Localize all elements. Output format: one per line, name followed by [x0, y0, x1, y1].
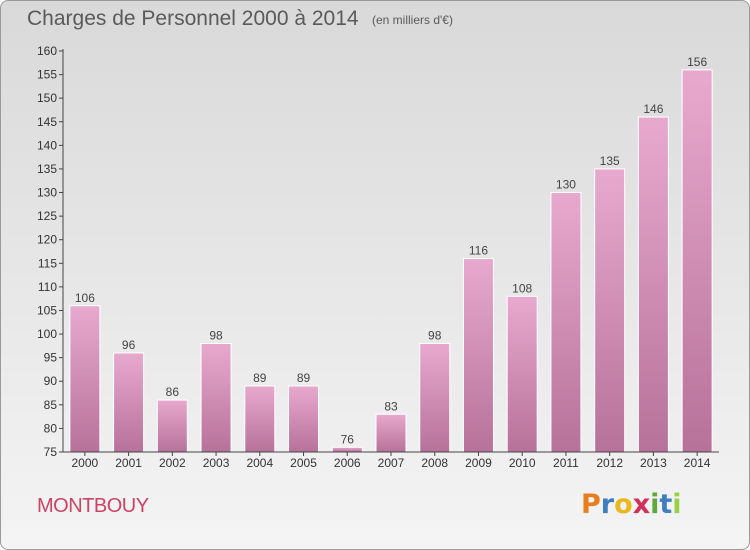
bar-2010 — [506, 295, 538, 453]
y-tick-label-90: 90 — [44, 374, 58, 388]
logo-letter: i — [672, 489, 682, 520]
y-tick-label-135: 135 — [37, 162, 57, 176]
x-tick-label-2004: 2004 — [246, 456, 273, 470]
y-tick-label-130: 130 — [37, 186, 57, 200]
x-tick-label-2008: 2008 — [421, 456, 448, 470]
value-label-2011: 130 — [556, 178, 576, 192]
x-tick-label-2003: 2003 — [203, 456, 230, 470]
value-label-2009: 116 — [469, 244, 488, 258]
bar-2013 — [637, 116, 669, 453]
bar-2014 — [681, 69, 713, 453]
y-tick-label-140: 140 — [37, 138, 57, 152]
value-label-2001: 96 — [122, 338, 136, 352]
bar-2005 — [288, 385, 320, 453]
x-tick-label-2010: 2010 — [509, 456, 536, 470]
bar-2003 — [200, 342, 232, 453]
logo-letter: r — [600, 489, 615, 520]
value-label-2000: 106 — [75, 291, 95, 305]
bar-2011 — [550, 192, 582, 453]
value-label-2006: 76 — [341, 432, 355, 446]
logo-letter: P — [581, 489, 601, 520]
y-tick-label-105: 105 — [37, 303, 57, 317]
y-tick-label-125: 125 — [37, 209, 57, 223]
y-tick-label-110: 110 — [38, 280, 57, 294]
x-tick-label-2007: 2007 — [378, 456, 405, 470]
logo-letter: i — [650, 489, 660, 520]
value-label-2007: 83 — [384, 399, 398, 413]
logo-letter: x — [632, 489, 651, 520]
x-tick-label-2001: 2001 — [115, 456, 142, 470]
x-tick-label-2006: 2006 — [334, 456, 361, 470]
axes-layer: 2000 2001 2002 2003 2004 2005 2006 2007 2008 2009… — [37, 44, 719, 470]
value-labels-layer: 106 96 86 98 89 89 76 83 98 116 108 130 135 146 156 — [75, 55, 708, 446]
value-label-2010: 108 — [512, 281, 532, 295]
y-tick-label-155: 155 — [37, 68, 57, 82]
bar-2008 — [419, 342, 451, 453]
y-tick-label-95: 95 — [44, 351, 58, 365]
bar-2001 — [113, 352, 145, 453]
bar-2009 — [462, 258, 494, 453]
bar-2002 — [156, 399, 188, 453]
y-tick-label-85: 85 — [44, 398, 58, 412]
x-tick-label-2000: 2000 — [72, 456, 99, 470]
y-tick-label-150: 150 — [37, 91, 57, 105]
value-label-2003: 98 — [209, 328, 223, 342]
x-tick-label-2012: 2012 — [596, 456, 623, 470]
bar-2004 — [244, 385, 276, 453]
x-tick-label-2014: 2014 — [684, 456, 711, 470]
y-tick-label-120: 120 — [37, 233, 57, 247]
value-label-2002: 86 — [166, 385, 180, 399]
x-tick-label-2013: 2013 — [640, 456, 667, 470]
y-tick-label-75: 75 — [44, 445, 58, 459]
value-label-2013: 146 — [643, 102, 663, 116]
chart-subtitle: (en milliers d'€) — [372, 13, 453, 27]
y-tick-label-115: 115 — [38, 256, 57, 270]
x-tick-label-2009: 2009 — [465, 456, 492, 470]
x-tick-label-2005: 2005 — [290, 456, 317, 470]
x-tick-label-2011: 2011 — [553, 456, 579, 470]
chart-title: Charges de Personnel 2000 à 2014 — [27, 7, 359, 30]
logo-letter: o — [614, 489, 633, 520]
bar-2006 — [331, 446, 363, 453]
bars-layer — [69, 69, 713, 453]
value-label-2014: 156 — [687, 55, 707, 69]
value-label-2012: 135 — [600, 154, 620, 168]
y-tick-label-145: 145 — [37, 115, 57, 129]
value-label-2004: 89 — [253, 371, 267, 385]
y-tick-label-80: 80 — [44, 421, 58, 435]
proxiti-logo: Proxiti — [581, 489, 682, 520]
bar-2012 — [594, 168, 626, 453]
value-label-2008: 98 — [428, 328, 442, 342]
bar-2000 — [69, 305, 101, 453]
y-tick-label-100: 100 — [37, 327, 57, 341]
y-tick-label-160: 160 — [37, 44, 57, 58]
commune-name: MONTBOUY — [37, 495, 149, 517]
bar-2007 — [375, 413, 407, 453]
x-tick-label-2002: 2002 — [159, 456, 186, 470]
value-label-2005: 89 — [297, 371, 311, 385]
logo-letter: t — [659, 489, 673, 520]
